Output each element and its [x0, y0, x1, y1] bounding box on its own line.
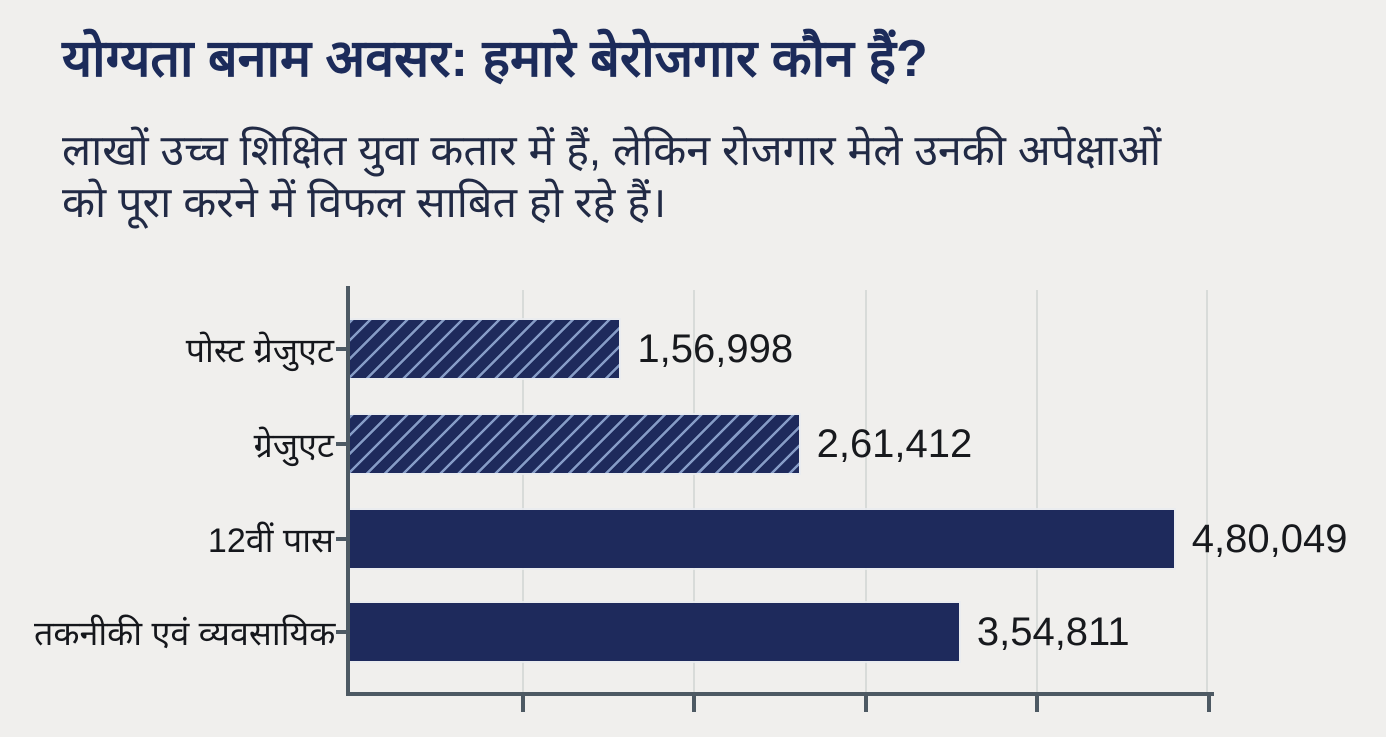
bar-12th-pass: [350, 510, 1174, 568]
category-label: ग्रेजुएट: [253, 427, 334, 465]
x-axis-tick: [520, 695, 525, 712]
x-axis-line: [346, 692, 1214, 696]
bar-row-technical-vocational: तकनीकी एवं व्यवसायिक 3,54,811: [34, 603, 1208, 661]
bar-row-12th-pass: 12वीं पास 4,80,049: [208, 510, 1347, 568]
gridline-500000: [1206, 290, 1208, 696]
x-axis-tick: [1207, 695, 1211, 712]
subtitle-line-1: लाखों उच्च शिक्षित युवा कतार में हैं, ले…: [62, 127, 1162, 175]
page-subtitle: लाखों उच्च शिक्षित युवा कतार में हैं, ले…: [62, 126, 1302, 229]
bar-technical-vocational: [350, 603, 959, 661]
gridline-400000: [1036, 290, 1039, 696]
category-label: तकनीकी एवं व्यवसायिक: [34, 615, 336, 653]
y-axis-line: [346, 286, 350, 696]
category-label: 12वीं पास: [207, 522, 334, 560]
value-label: 4,80,049: [1191, 516, 1348, 561]
gridline-100000: [521, 290, 524, 696]
gridline-300000: [864, 290, 867, 696]
x-axis-tick: [863, 695, 868, 712]
x-axis-tick: [1035, 695, 1040, 712]
bar-row-graduate: ग्रेजुएट 2,61,412: [254, 415, 1208, 473]
subtitle-line-2: को पूरा करने में विफल साबित हो रहे हैं।: [62, 178, 667, 227]
value-label: 2,61,412: [816, 421, 973, 466]
bar-chart: पोस्ट ग्रेजुएट 1,56,998 ग्रेजुएट 2,61,41…: [34, 286, 1347, 712]
bar-graduate: [350, 415, 799, 473]
x-axis-tick: [692, 695, 697, 712]
category-label: पोस्ट ग्रेजुएट: [185, 332, 334, 370]
value-label: 1,56,998: [637, 326, 794, 371]
bar-post-graduate: [350, 320, 620, 378]
gridline-200000: [693, 290, 696, 696]
value-label: 3,54,811: [976, 609, 1130, 654]
page-title: योग्यता बनाम अवसर: हमारे बेरोजगार कौन है…: [62, 30, 928, 88]
bar-row-post-graduate: पोस्ट ग्रेजुएट 1,56,998: [186, 320, 1208, 378]
